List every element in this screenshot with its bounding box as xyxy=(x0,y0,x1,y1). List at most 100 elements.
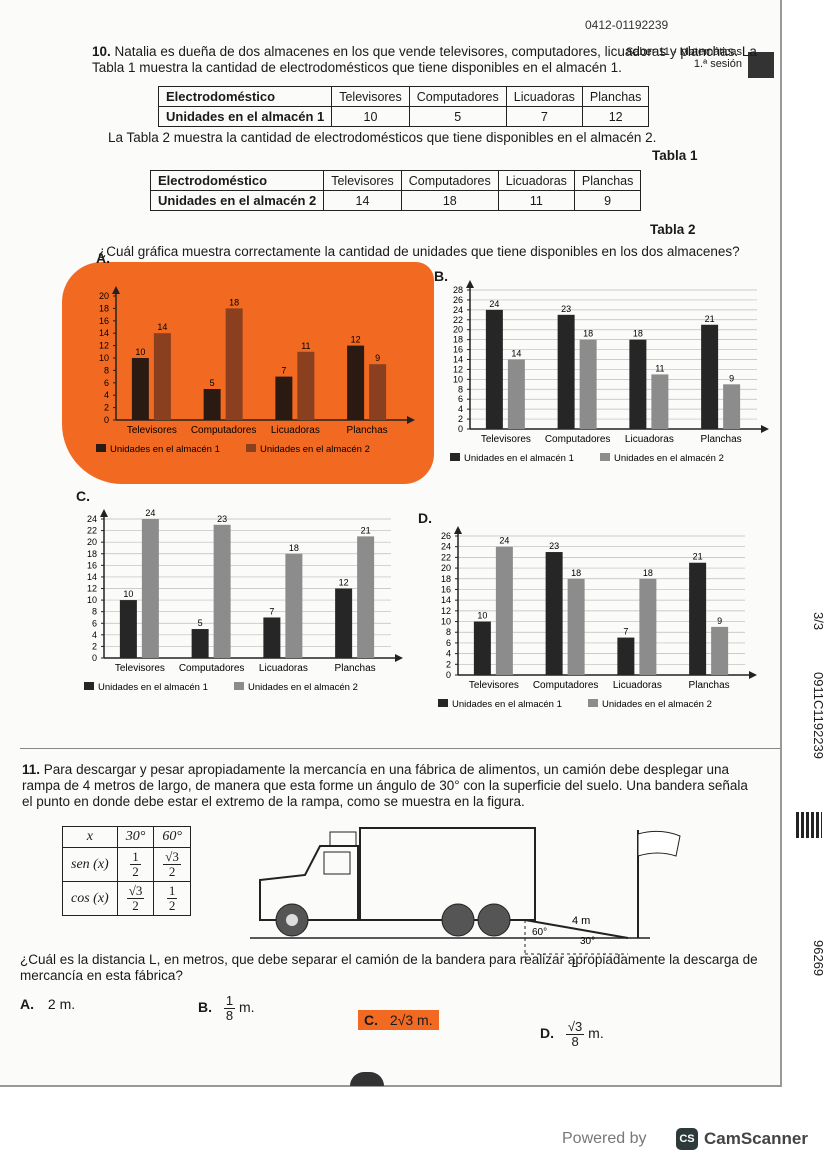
table-cell: √3 2 xyxy=(153,847,191,882)
denominator: 2 xyxy=(132,864,139,879)
value-label: 23 xyxy=(549,541,559,551)
option-text: 2√3 m. xyxy=(389,1012,433,1028)
logo: CS xyxy=(676,1128,698,1150)
y-tick-label: 10 xyxy=(99,353,109,363)
denominator: 8 xyxy=(571,1034,579,1049)
y-tick-label: 28 xyxy=(453,285,463,295)
bar xyxy=(263,617,281,658)
bar xyxy=(357,536,375,658)
table-cell: Electrodoméstico xyxy=(149,170,325,191)
x-arrow xyxy=(407,416,415,424)
legend-label: Unidades en el almacén 1 xyxy=(464,453,574,464)
x-tick-label: Licuadoras xyxy=(259,663,308,674)
bar xyxy=(629,339,647,429)
x-tick-label: Licuadoras xyxy=(271,425,320,436)
bar xyxy=(579,339,597,429)
value-label: 12 xyxy=(351,335,361,345)
legend-swatch xyxy=(96,444,106,452)
option-letter: B. xyxy=(434,268,448,284)
data-table: Electrodoméstico Televisores Computadores L… xyxy=(157,86,650,127)
x-tick-label: Licuadoras xyxy=(625,434,674,445)
table-cell: 7 xyxy=(505,106,583,127)
table-cell: Unidades en el almacén 1 xyxy=(157,106,333,127)
table-cell: 18 xyxy=(400,190,499,211)
value-label: 9 xyxy=(717,616,722,626)
x-arrow xyxy=(395,654,403,662)
table-header-cell: 30° xyxy=(116,826,155,848)
value-label: 11 xyxy=(655,363,664,373)
numerator: √3 xyxy=(163,849,181,865)
y-tick-label: 22 xyxy=(87,526,97,536)
value-label: 10 xyxy=(123,589,133,599)
y-tick-label: 2 xyxy=(92,641,97,651)
side-page: 3/3 xyxy=(811,612,826,631)
y-tick-label: 14 xyxy=(453,355,463,365)
q10-question: ¿Cuál gráfica muestra correctamente la c… xyxy=(98,244,740,259)
value-label: 10 xyxy=(135,347,145,357)
y-tick-label: 8 xyxy=(104,365,109,375)
header-subject: Saber 11 - Matemáticas 1.ª sesión xyxy=(612,46,742,70)
bar xyxy=(651,374,669,429)
table-cell: Licuadoras xyxy=(497,170,575,191)
bar xyxy=(557,314,575,429)
value-label: 7 xyxy=(269,606,274,616)
unit: m. xyxy=(588,1025,604,1042)
value-label: 10 xyxy=(477,611,487,621)
value-label: 24 xyxy=(499,536,509,546)
unit: m. xyxy=(239,999,255,1016)
bar xyxy=(335,588,353,658)
angle-ground: 30° xyxy=(580,936,595,947)
powered-by: Powered by xyxy=(562,1130,647,1147)
legend-label: Unidades en el almacén 1 xyxy=(98,682,208,693)
y-tick-label: 10 xyxy=(87,595,97,605)
chart-c: 024681012141618202224Televisores1024Comp… xyxy=(84,508,403,693)
denominator: 2 xyxy=(132,898,139,913)
x-tick-label: Computadores xyxy=(545,434,611,445)
y-arrow xyxy=(112,286,120,294)
y-tick-label: 4 xyxy=(104,390,109,400)
subject: Saber 11 - Matemáticas xyxy=(626,46,742,58)
y-tick-label: 2 xyxy=(446,659,451,669)
bar xyxy=(567,578,585,675)
bar xyxy=(473,621,491,675)
bar xyxy=(507,359,525,429)
header-code: 0412-01192239 xyxy=(585,18,669,32)
legend-label: Unidades en el almacén 2 xyxy=(260,444,370,455)
bar xyxy=(203,389,221,420)
bar xyxy=(689,562,707,675)
y-tick-label: 14 xyxy=(441,595,451,605)
table-row: Unidades en el almacén 1 10 5 7 12 xyxy=(157,106,650,127)
truck-roof-load xyxy=(329,831,357,847)
value-label: 7 xyxy=(281,366,286,376)
x-tick-label: Planchas xyxy=(689,680,730,691)
y-tick-label: 4 xyxy=(458,404,463,414)
y-arrow xyxy=(100,509,108,517)
table-cell: Unidades en el almacén 2 xyxy=(149,190,325,211)
bar xyxy=(119,600,137,658)
table-row: Unidades en el almacén 2 14 18 11 9 xyxy=(149,190,642,211)
y-tick-label: 18 xyxy=(87,549,97,559)
option-letter: C. xyxy=(76,488,90,504)
option-letter: B. xyxy=(198,999,212,1016)
value-label: 12 xyxy=(339,578,349,588)
row-label: sen (x) xyxy=(62,847,118,882)
legend-label: Unidades en el almacén 2 xyxy=(602,699,712,710)
x-tick-label: Televisores xyxy=(115,663,165,674)
wheel xyxy=(477,903,511,937)
value-label: 7 xyxy=(623,627,628,637)
y-tick-label: 14 xyxy=(87,572,97,582)
option-letter: D. xyxy=(418,510,432,526)
value-label: 18 xyxy=(633,329,643,339)
y-tick-label: 12 xyxy=(441,606,451,616)
table-cell: √3 2 xyxy=(116,881,155,916)
answer-c: C. 2√3 m. xyxy=(358,1010,439,1030)
x-arrow xyxy=(749,671,757,679)
y-tick-label: 2 xyxy=(458,414,463,424)
brand: CamScanner xyxy=(704,1129,808,1148)
bar xyxy=(285,553,303,658)
legend-label: Unidades en el almacén 2 xyxy=(614,453,724,464)
table-cell: 5 xyxy=(408,106,507,127)
value-label: 5 xyxy=(210,378,215,388)
side-code: 0911C1192239 xyxy=(811,672,826,759)
